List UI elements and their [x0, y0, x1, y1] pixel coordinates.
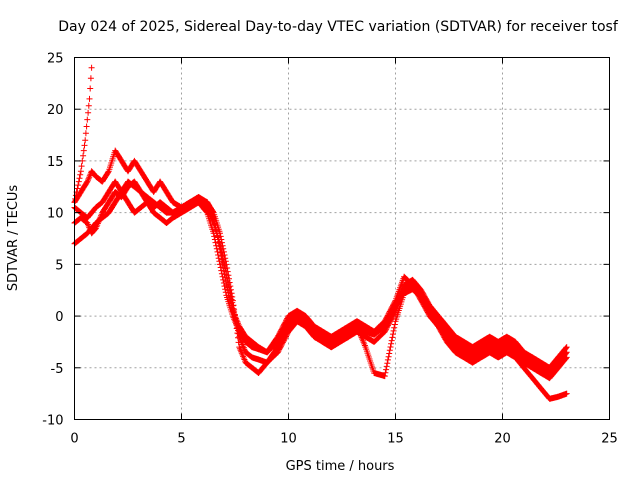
data-point	[88, 64, 95, 71]
chart-title: Day 024 of 2025, Sidereal Day-to-day VTE…	[58, 19, 619, 35]
y-tick-label: -10	[42, 414, 63, 429]
series-trace	[72, 179, 569, 402]
y-axis-label: SDTVAR / TECUs	[6, 185, 21, 292]
x-tick-label: 15	[387, 432, 404, 447]
x-axis-label: GPS time / hours	[286, 459, 395, 474]
tick-layer: 0 5 10 15 20 25 -10 -5 0 5 10 15 20 25	[42, 52, 618, 447]
y-tick-label: 25	[47, 52, 64, 67]
data-point	[223, 282, 230, 288]
data-point	[217, 261, 223, 268]
data-point	[86, 95, 93, 102]
x-tick-label: 25	[601, 432, 618, 447]
x-tick-label: 20	[494, 432, 511, 447]
data-point	[77, 168, 84, 175]
y-tick-label: 5	[55, 258, 63, 273]
x-tick-label: 10	[280, 432, 297, 447]
data-point	[223, 261, 230, 268]
data-point	[80, 152, 87, 159]
y-tick-label: 20	[47, 103, 64, 118]
y-tick-label: 0	[55, 310, 63, 325]
data-point	[229, 297, 236, 304]
x-tick-label: 0	[70, 432, 78, 447]
series-trace	[72, 75, 94, 202]
y-tick-label: 10	[47, 207, 64, 222]
data-point	[84, 116, 91, 123]
grid-layer	[74, 57, 610, 420]
y-tick-label: -5	[51, 362, 64, 377]
x-tick-label: 5	[177, 432, 185, 447]
y-tick-label: 15	[47, 155, 64, 170]
plot-frame	[74, 57, 610, 420]
series-track-4	[71, 178, 570, 402]
data-layer	[71, 64, 570, 402]
data-point	[82, 137, 89, 144]
data-point	[75, 178, 82, 185]
